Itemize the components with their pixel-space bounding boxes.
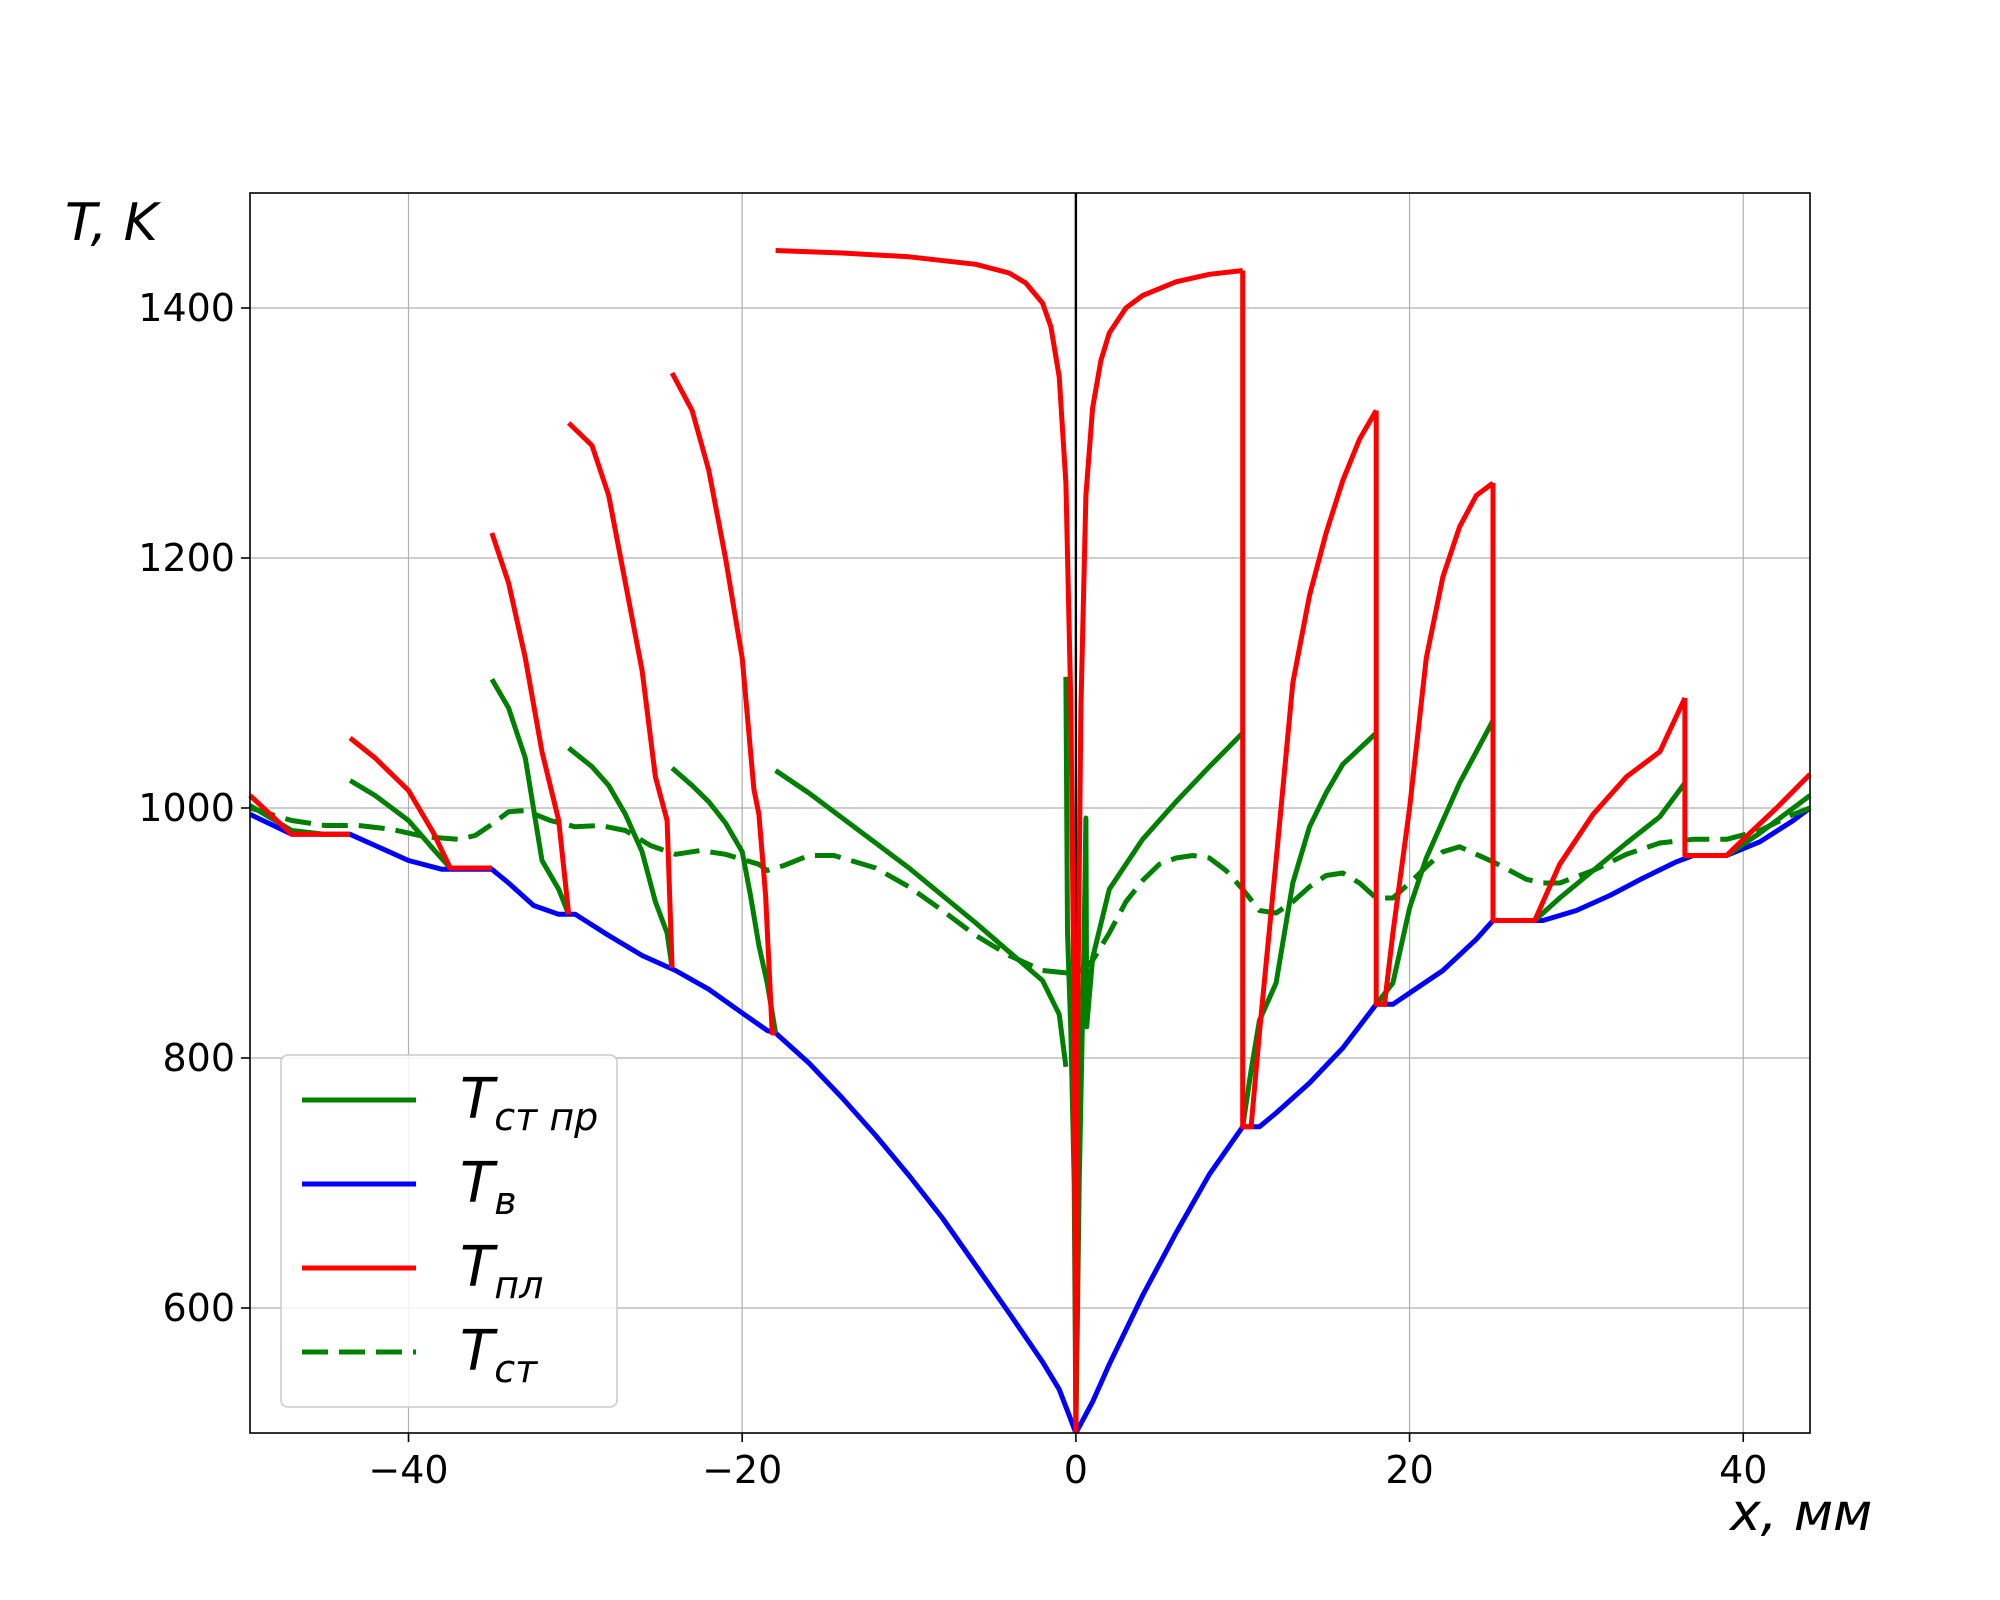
x-tick-label: 0 xyxy=(1064,1448,1088,1492)
y-tick-label: 800 xyxy=(162,1036,235,1080)
y-tick-label: 1000 xyxy=(138,786,235,830)
series-line-ст-пр xyxy=(774,768,1069,1068)
series-line-пл xyxy=(248,793,351,837)
series-line-пл xyxy=(489,532,572,915)
legend-label: Tв xyxy=(460,1151,517,1223)
series-line-пл xyxy=(1373,410,1495,1007)
x-axis-label: x, мм xyxy=(1728,1483,1872,1543)
x-tick-label: −40 xyxy=(368,1448,448,1492)
series-line-пл xyxy=(669,371,776,1036)
series-line-пл xyxy=(1240,270,1379,1130)
series-lines xyxy=(248,248,1812,1435)
series-line-пл xyxy=(348,736,492,871)
y-tick-label: 600 xyxy=(162,1286,235,1330)
series-line-ст-пр xyxy=(489,678,572,916)
x-tick-label: 20 xyxy=(1385,1448,1433,1492)
series-line-ст-пр xyxy=(1374,719,1496,1006)
series-line-ст-пр xyxy=(567,746,675,969)
axis-ticks: −40 −20 0 20 40 600 800 1000 1200 1400 xyxy=(138,286,1767,1492)
legend-box xyxy=(280,1054,618,1408)
plot-frame xyxy=(249,192,1811,1434)
y-tick-label: 1400 xyxy=(138,286,235,330)
legend-label: Tст пр xyxy=(460,1067,598,1139)
series-line-ст-пр xyxy=(1240,731,1378,1128)
series-line-пл xyxy=(775,248,1079,1434)
y-tick-label: 1200 xyxy=(138,536,235,580)
legend-label: Tпл xyxy=(460,1235,543,1307)
series-line-пл xyxy=(566,421,675,969)
x-tick-label: 40 xyxy=(1719,1448,1767,1492)
series-line-пл xyxy=(1490,483,1688,923)
y-axis-label: T, K xyxy=(65,193,162,253)
legend: Tст пр Tв Tпл Tст xyxy=(280,1054,618,1408)
x-tick-label: −20 xyxy=(702,1448,782,1492)
series-line-в xyxy=(248,812,1079,1434)
series-line-ст-пр xyxy=(670,766,779,1034)
legend-label: Tст xyxy=(460,1319,539,1391)
series-line-пл xyxy=(1073,268,1243,1434)
series-line-пл xyxy=(1682,698,1812,858)
